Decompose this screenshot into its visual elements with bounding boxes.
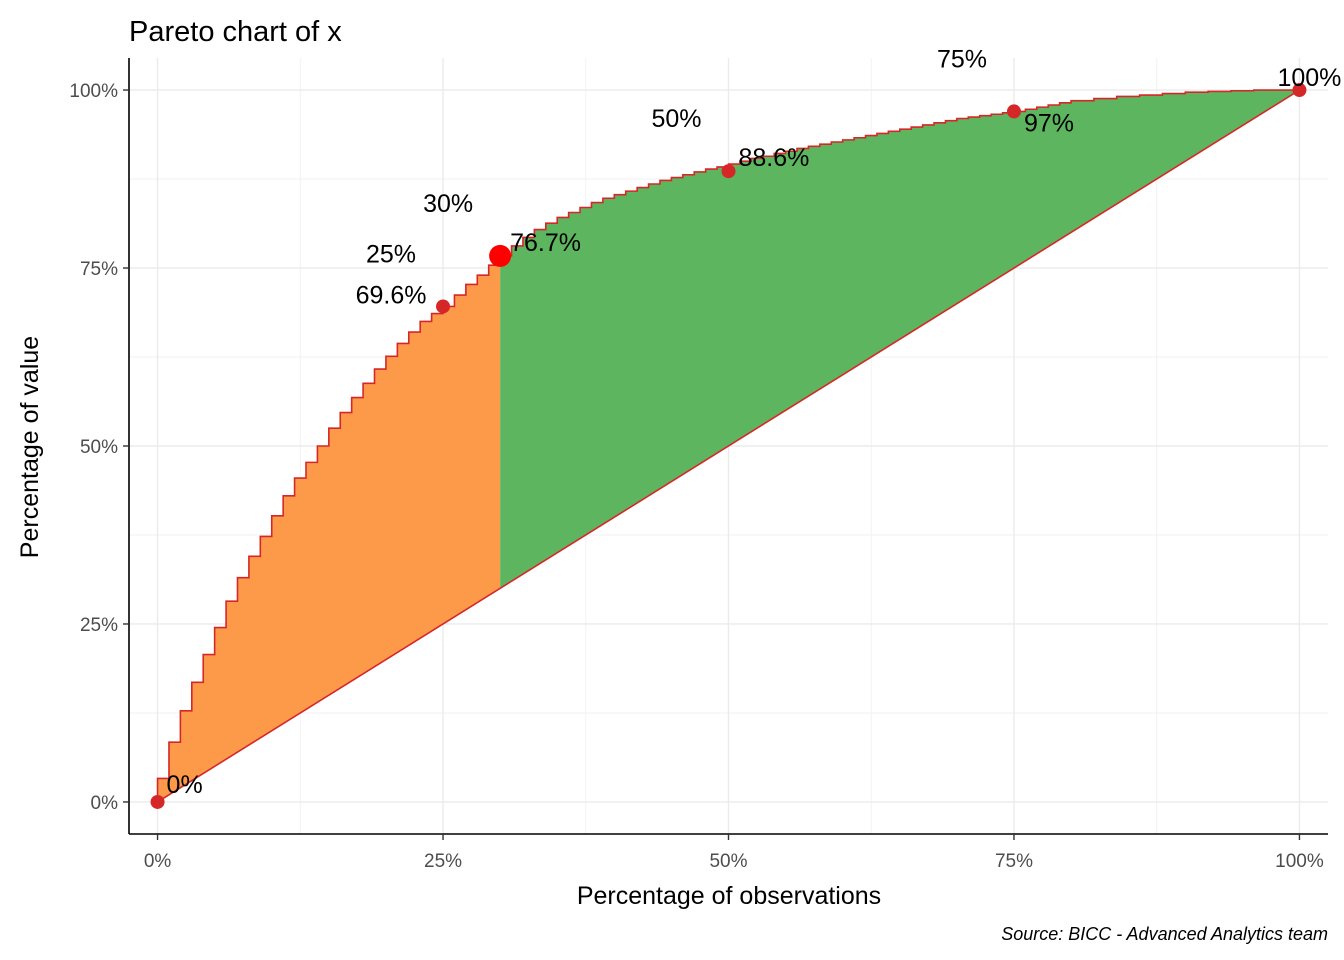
milestone-point (150, 794, 165, 809)
milestone-points: 0% 25% 69.6% 30% 76.7% 50% 88.6% 75% 97% 100% (150, 45, 1341, 809)
chart-title: Pareto chart of x (129, 16, 342, 48)
cutoff-point (489, 244, 512, 267)
y-tick-label: 75% (80, 259, 118, 280)
point-y-label: 69.6% (356, 281, 427, 309)
point-y-label: 97% (1024, 109, 1074, 137)
point-y-label: 88.6% (739, 144, 810, 172)
point-x-label: 75% (937, 45, 987, 73)
y-tick-label: 25% (80, 615, 118, 636)
x-tick-label: 0% (144, 851, 172, 872)
milestone-point (1292, 83, 1307, 98)
x-tick-label: 75% (995, 851, 1033, 872)
axes: 0% 25% 50% 75% 100% 0% 25% 50% 75% 100% (69, 58, 1328, 872)
point-x-label: 30% (423, 190, 473, 218)
y-tick-label: 0% (91, 793, 119, 814)
milestone-point (721, 164, 736, 179)
chart-caption: Source: BICC - Advanced Analytics team (1001, 924, 1328, 944)
point-y-label: 0% (167, 771, 203, 799)
point-x-label: 50% (651, 105, 701, 133)
area-region-1 (157, 255, 501, 802)
cumulative-step-line (156, 89, 1300, 802)
point-y-label: 76.7% (510, 229, 581, 257)
y-tick-label: 50% (80, 437, 118, 458)
point-x-label: 25% (366, 240, 416, 268)
x-tick-label: 100% (1275, 851, 1324, 872)
equality-diagonal-line (157, 89, 1300, 803)
x-tick-label: 25% (424, 851, 462, 872)
y-tick-label: 100% (69, 81, 118, 102)
milestone-point (436, 299, 451, 314)
pareto-lines (156, 89, 1300, 803)
y-axis-title: Percentage of value (16, 336, 44, 558)
milestone-point (1006, 104, 1021, 119)
point-y-label: 100% (1277, 64, 1341, 92)
x-axis-title: Percentage of observations (577, 882, 881, 910)
x-tick-label: 50% (709, 851, 747, 872)
